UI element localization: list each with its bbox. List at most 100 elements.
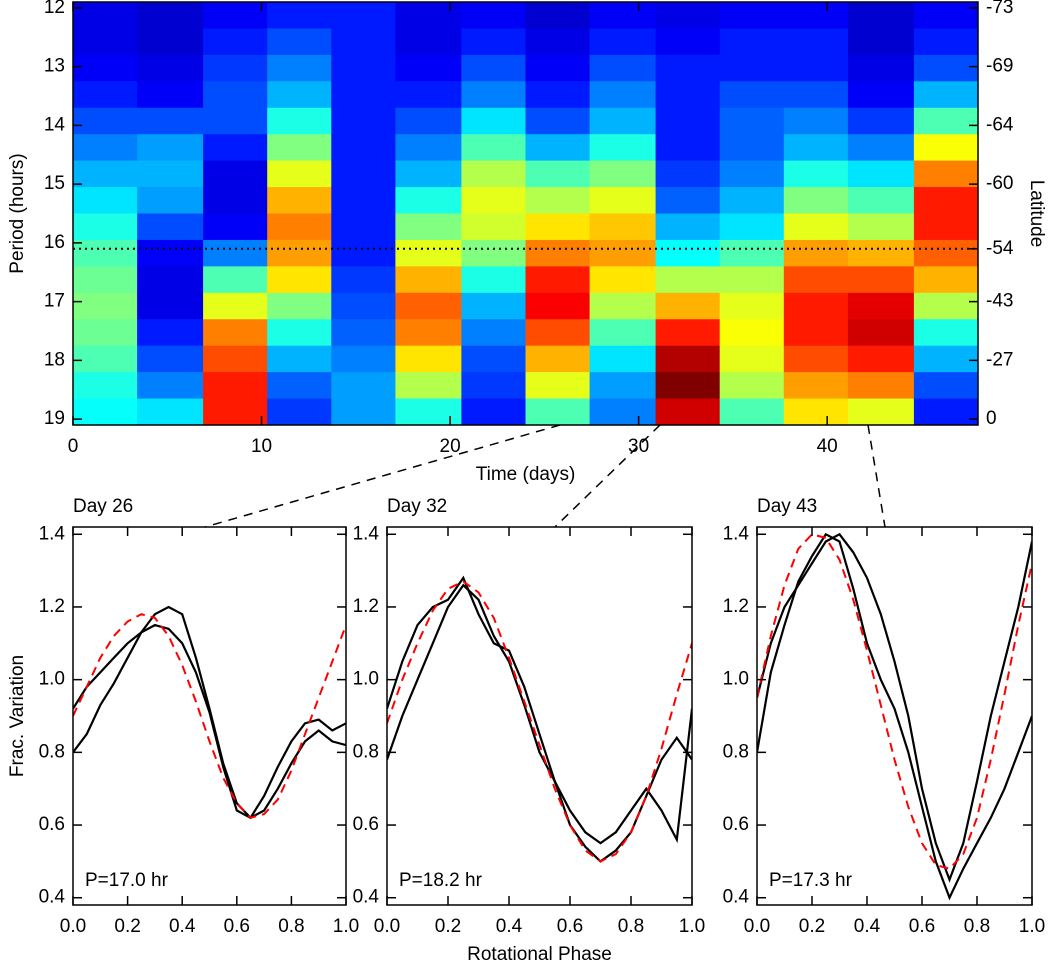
heatmap-cell (655, 134, 721, 162)
heatmap-cell (137, 134, 204, 162)
heatmap-cell (525, 28, 591, 56)
heatmap-cell (719, 54, 785, 82)
heatmap-cell (655, 266, 721, 294)
heatmap-cell (73, 266, 138, 294)
heatmap-cell (589, 292, 657, 320)
heatmap-cell (461, 28, 526, 56)
x-tick-label: 20 (440, 436, 461, 457)
heatmap-cell (525, 319, 591, 347)
y-tick-label: 1.0 (39, 669, 65, 690)
y-tick-label: 1.2 (39, 596, 65, 617)
heatmap-cell (73, 187, 138, 214)
heatmap-cell (655, 28, 721, 56)
heatmap-cell (203, 292, 268, 320)
heatmap-cell (137, 266, 204, 294)
heatmap-cell (525, 187, 591, 214)
heatmap-cell (589, 319, 657, 347)
heatmap-cell (847, 54, 915, 82)
heatmap-cell (847, 2, 915, 29)
y2-tick-label: -43 (986, 291, 1013, 312)
heatmap-cell (783, 187, 849, 214)
heatmap-cell (137, 2, 204, 29)
heatmap-cell (525, 372, 591, 400)
heatmap-cell (783, 160, 849, 188)
heatmap-cell (395, 160, 462, 188)
heatmap-cell (267, 134, 332, 162)
heatmap-cell (783, 134, 849, 162)
heatmap-cell (331, 213, 396, 241)
heatmap-cell (203, 372, 268, 400)
heatmap-cell (719, 239, 785, 267)
heatmap-cell (783, 372, 849, 400)
heatmap-cell (137, 213, 204, 241)
heatmap-cell (719, 398, 785, 426)
heatmap-cell (589, 345, 657, 373)
heatmap-cell (847, 28, 915, 56)
heatmap-cell (913, 2, 979, 29)
heatmap-cell (73, 54, 138, 82)
heatmap-cell (331, 187, 396, 214)
heatmap-cell (589, 54, 657, 82)
x-tick-label: 30 (628, 436, 649, 457)
heatmap-cell (203, 54, 268, 82)
heatmap-cell (719, 266, 785, 294)
heatmap-cell (331, 2, 396, 29)
heatmap-cell (395, 266, 462, 294)
heatmap-cell (203, 345, 268, 373)
heatmap-cell (331, 345, 396, 373)
heatmap-cell (267, 239, 332, 267)
heatmap-cell (655, 160, 721, 188)
heatmap-cell (331, 398, 396, 426)
heatmap-cell (137, 107, 204, 135)
light-curve (757, 532, 1032, 883)
y-tick-label: 14 (44, 114, 66, 135)
x-tick-label: 0.6 (557, 916, 583, 937)
heatmap-cell (783, 213, 849, 241)
heatmap-cell (783, 345, 849, 373)
y2-tick-label: -73 (986, 0, 1013, 18)
heatmap-cell (525, 213, 591, 241)
heatmap-cell (719, 160, 785, 188)
heatmap-cell (395, 213, 462, 241)
heatmap-cell (719, 345, 785, 373)
heatmap-cell (655, 107, 721, 135)
y-tick-label: 0.4 (39, 887, 66, 908)
x-tick-label: 0 (68, 436, 79, 457)
period-annotation: P=18.2 hr (399, 870, 483, 891)
fit-line (757, 533, 1032, 870)
heatmap-cell (461, 134, 526, 162)
heatmap-cell (913, 213, 979, 241)
heatmap-cell (73, 28, 138, 56)
heatmap-cell (267, 292, 332, 320)
heatmap-cell (461, 372, 526, 400)
fit-line (73, 613, 346, 819)
heatmap-cell (267, 213, 332, 241)
y-tick-label: 1.4 (723, 523, 750, 544)
heatmap-cell (395, 187, 462, 214)
y-tick-label: 0.6 (39, 814, 65, 835)
heatmap-cell (137, 187, 204, 214)
x-tick-label: 10 (251, 436, 272, 457)
heatmap-cell (719, 2, 785, 29)
heatmap-cell (461, 187, 526, 214)
heatmap-cell (655, 239, 721, 267)
heatmap-cell (589, 213, 657, 241)
heatmap-cell (461, 319, 526, 347)
y2-tick-label: 0 (986, 408, 997, 429)
heatmap-cell (73, 134, 138, 162)
y-tick-label: 1.0 (723, 669, 749, 690)
heatmap-cell (267, 372, 332, 400)
heatmap-cell (913, 134, 979, 162)
heatmap-cell (267, 81, 332, 109)
heatmap-cell (913, 266, 979, 294)
heatmap-cell (847, 134, 915, 162)
heatmap-cell (331, 239, 396, 267)
y-tick-label: 0.6 (723, 814, 749, 835)
heatmap-cell (589, 266, 657, 294)
x-tick-label: 1.0 (679, 916, 705, 937)
heatmap-cell (331, 28, 396, 56)
x-tick-label: 0.6 (224, 916, 250, 937)
heatmap-cell (203, 187, 268, 214)
heatmap-cell (137, 81, 204, 109)
heatmap-cell (203, 134, 268, 162)
